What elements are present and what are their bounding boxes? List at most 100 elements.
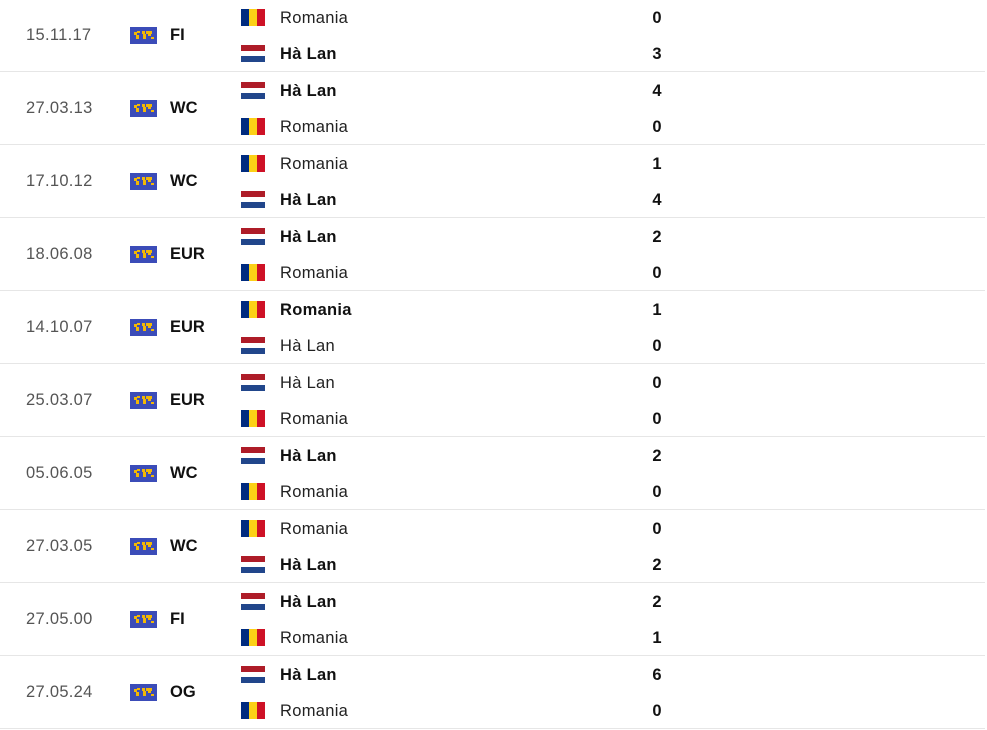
romania-flag-icon [241, 410, 265, 427]
team-score: 2 [652, 447, 662, 465]
romania-flag-icon [241, 520, 265, 537]
team-score: 2 [652, 228, 662, 246]
match-date: 18.06.08 [26, 245, 93, 263]
competition-code: FI [170, 26, 185, 44]
team-score: 0 [652, 374, 662, 392]
team-score: 2 [652, 556, 662, 574]
home-team[interactable]: Hà Lan 2 [241, 218, 941, 254]
home-team[interactable]: Hà Lan 2 [241, 437, 941, 473]
away-team[interactable]: Romania 0 [241, 400, 941, 436]
romania-flag-icon [241, 301, 265, 318]
team-score: 6 [652, 666, 662, 684]
team-name: Hà Lan [280, 447, 337, 465]
match-row[interactable]: 27.03.13 WC Hà Lan 4 Romania 0 [0, 72, 985, 145]
team-name: Hà Lan [280, 593, 337, 611]
team-score: 1 [652, 155, 662, 173]
world-map-icon [130, 392, 157, 409]
team-score: 4 [652, 82, 662, 100]
team-score: 0 [652, 337, 662, 355]
match-row[interactable]: 27.03.05 WC Romania 0 Hà Lan 2 [0, 510, 985, 583]
team-score: 2 [652, 593, 662, 611]
away-team[interactable]: Romania 1 [241, 619, 941, 655]
away-team[interactable]: Hà Lan 3 [241, 35, 941, 71]
competition-code: WC [170, 99, 198, 117]
competition-code: WC [170, 172, 198, 190]
team-name: Hà Lan [280, 82, 337, 100]
match-date: 27.03.05 [26, 537, 93, 555]
home-team[interactable]: Romania 1 [241, 291, 941, 327]
match-row[interactable]: 05.06.05 WC Hà Lan 2 Romania 0 [0, 437, 985, 510]
away-team[interactable]: Hà Lan 0 [241, 327, 941, 363]
away-team[interactable]: Romania 0 [241, 473, 941, 509]
team-score: 0 [652, 264, 662, 282]
match-date: 14.10.07 [26, 318, 93, 336]
home-team[interactable]: Hà Lan 4 [241, 72, 941, 108]
team-score: 0 [652, 118, 662, 136]
romania-flag-icon [241, 155, 265, 172]
match-date: 15.11.17 [26, 26, 92, 44]
home-team[interactable]: Hà Lan 6 [241, 656, 941, 692]
team-score: 1 [652, 301, 662, 319]
match-row[interactable]: 14.10.07 EUR Romania 1 Hà Lan 0 [0, 291, 985, 364]
netherlands-flag-icon [241, 593, 265, 610]
team-name: Hà Lan [280, 45, 337, 63]
home-team[interactable]: Romania 1 [241, 145, 941, 181]
competition-code: WC [170, 537, 198, 555]
team-name: Romania [280, 155, 349, 173]
competition-code: EUR [170, 245, 205, 263]
match-date: 17.10.12 [26, 172, 93, 190]
match-date: 05.06.05 [26, 464, 93, 482]
team-score: 0 [652, 520, 662, 538]
romania-flag-icon [241, 118, 265, 135]
team-name: Hà Lan [280, 228, 337, 246]
romania-flag-icon [241, 264, 265, 281]
home-team[interactable]: Romania 0 [241, 0, 941, 35]
team-name: Romania [280, 301, 352, 319]
match-row[interactable]: 17.10.12 WC Romania 1 Hà Lan 4 [0, 145, 985, 218]
competition-code: FI [170, 610, 185, 628]
world-map-icon [130, 100, 157, 117]
away-team[interactable]: Hà Lan 2 [241, 546, 941, 582]
netherlands-flag-icon [241, 337, 265, 354]
away-team[interactable]: Romania 0 [241, 254, 941, 290]
match-row[interactable]: 18.06.08 EUR Hà Lan 2 Romania 0 [0, 218, 985, 291]
netherlands-flag-icon [241, 556, 265, 573]
team-name: Hà Lan [280, 191, 337, 209]
team-name: Romania [280, 118, 349, 136]
team-name: Hà Lan [280, 556, 337, 574]
team-name: Romania [280, 520, 349, 538]
match-date: 25.03.07 [26, 391, 93, 409]
team-name: Romania [280, 629, 349, 647]
world-map-icon [130, 538, 157, 555]
world-map-icon [130, 27, 157, 44]
world-map-icon [130, 173, 157, 190]
netherlands-flag-icon [241, 447, 265, 464]
home-team[interactable]: Romania 0 [241, 510, 941, 546]
home-team[interactable]: Hà Lan 0 [241, 364, 941, 400]
competition-code: OG [170, 683, 196, 701]
team-name: Romania [280, 264, 349, 282]
match-row[interactable]: 27.05.24 OG Hà Lan 6 Romania 0 [0, 656, 985, 729]
match-row[interactable]: 15.11.17 FI Romania 0 Hà Lan 3 [0, 0, 985, 72]
team-name: Romania [280, 9, 349, 27]
world-map-icon [130, 684, 157, 701]
world-map-icon [130, 246, 157, 263]
away-team[interactable]: Romania 0 [241, 692, 941, 728]
match-date: 27.05.00 [26, 610, 93, 628]
team-name: Romania [280, 483, 349, 501]
away-team[interactable]: Romania 0 [241, 108, 941, 144]
team-score: 0 [652, 702, 662, 720]
netherlands-flag-icon [241, 666, 265, 683]
romania-flag-icon [241, 9, 265, 26]
match-date: 27.03.13 [26, 99, 93, 117]
competition-code: WC [170, 464, 198, 482]
match-row[interactable]: 27.05.00 FI Hà Lan 2 Romania 1 [0, 583, 985, 656]
away-team[interactable]: Hà Lan 4 [241, 181, 941, 217]
world-map-icon [130, 465, 157, 482]
match-row[interactable]: 25.03.07 EUR Hà Lan 0 Romania 0 [0, 364, 985, 437]
team-score: 4 [652, 191, 662, 209]
home-team[interactable]: Hà Lan 2 [241, 583, 941, 619]
team-score: 0 [652, 483, 662, 501]
team-name: Romania [280, 410, 349, 428]
